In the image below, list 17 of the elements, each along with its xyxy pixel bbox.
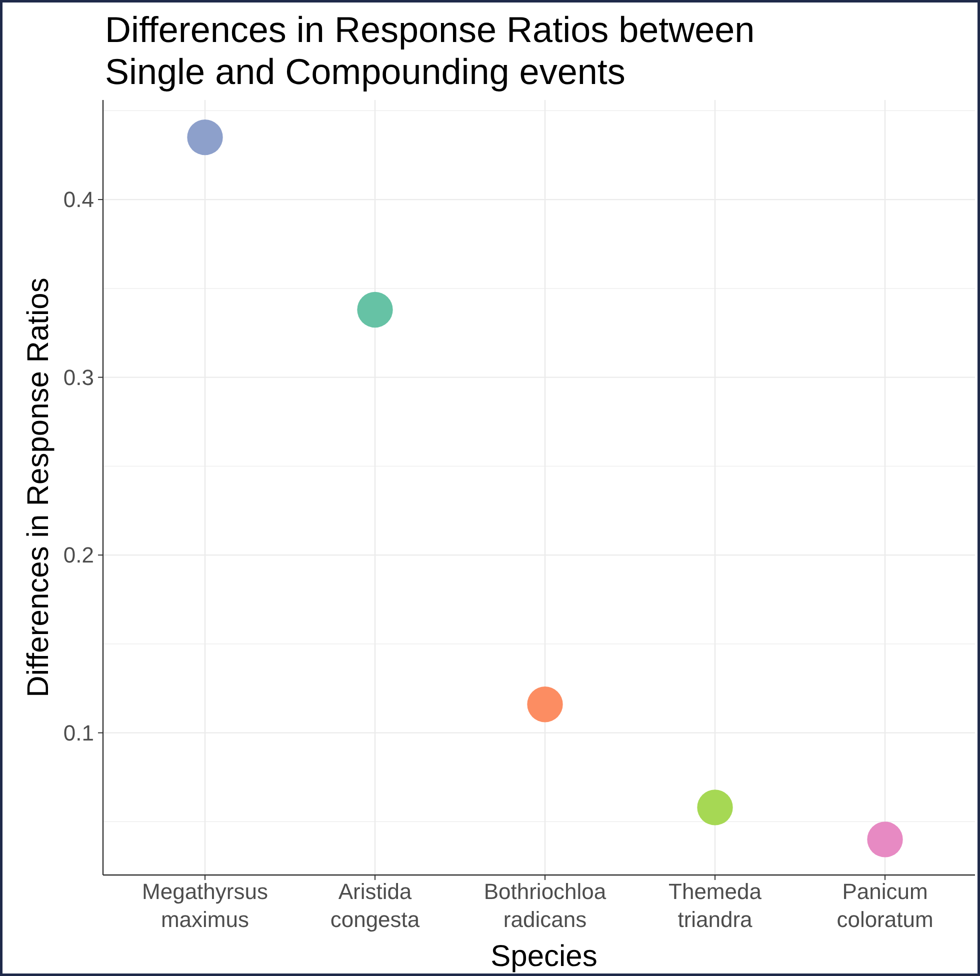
x-tick-label: Megathyrsus maximus xyxy=(142,879,268,932)
point xyxy=(187,120,223,156)
y-tick-label: 0.4 xyxy=(63,187,94,212)
point xyxy=(527,686,563,722)
y-tick-label: 0.1 xyxy=(63,720,94,746)
y-tick-label: 0.2 xyxy=(63,542,94,568)
x-tick-label: Aristida congesta xyxy=(330,879,420,932)
x-tick-label: Panicum coloratum xyxy=(836,879,934,932)
y-tick-label: 0.3 xyxy=(63,364,94,390)
x-tick-label: Themeda triandra xyxy=(668,879,762,932)
point xyxy=(697,790,733,826)
point xyxy=(867,822,903,858)
y-axis-title: Differences in Response Ratios xyxy=(22,278,55,698)
chart-title: Differences in Response Ratios between Single and Compounding events xyxy=(105,9,755,92)
x-tick-label: Bothriochloa radicans xyxy=(484,879,607,932)
point xyxy=(357,292,393,328)
x-axis-title: Species xyxy=(490,940,598,973)
